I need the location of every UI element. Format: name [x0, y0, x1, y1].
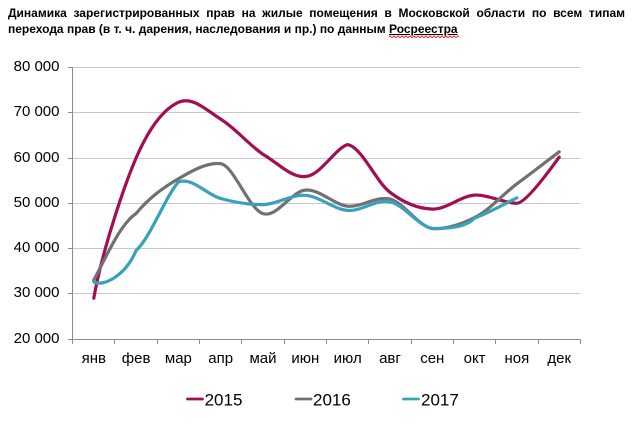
svg-text:сен: сен: [420, 350, 444, 367]
svg-text:янв: янв: [82, 350, 106, 367]
svg-text:2016: 2016: [313, 390, 351, 409]
svg-text:окт: окт: [464, 350, 486, 367]
svg-text:ноя: ноя: [505, 350, 530, 367]
svg-text:дек: дек: [547, 350, 571, 367]
svg-text:2015: 2015: [205, 390, 243, 409]
svg-text:авг: авг: [379, 350, 401, 367]
svg-text:июл: июл: [334, 350, 362, 367]
svg-text:2017: 2017: [421, 390, 459, 409]
svg-text:50 000: 50 000: [14, 194, 60, 211]
svg-text:40 000: 40 000: [14, 239, 60, 256]
svg-text:30 000: 30 000: [14, 284, 60, 301]
svg-text:апр: апр: [208, 350, 233, 367]
svg-text:80 000: 80 000: [14, 58, 60, 75]
svg-text:май: май: [249, 350, 276, 367]
svg-text:70 000: 70 000: [14, 103, 60, 120]
svg-text:фев: фев: [122, 350, 151, 367]
svg-text:июн: июн: [291, 350, 319, 367]
svg-text:мар: мар: [165, 350, 192, 367]
svg-text:20 000: 20 000: [14, 330, 60, 347]
svg-text:60 000: 60 000: [14, 149, 60, 166]
